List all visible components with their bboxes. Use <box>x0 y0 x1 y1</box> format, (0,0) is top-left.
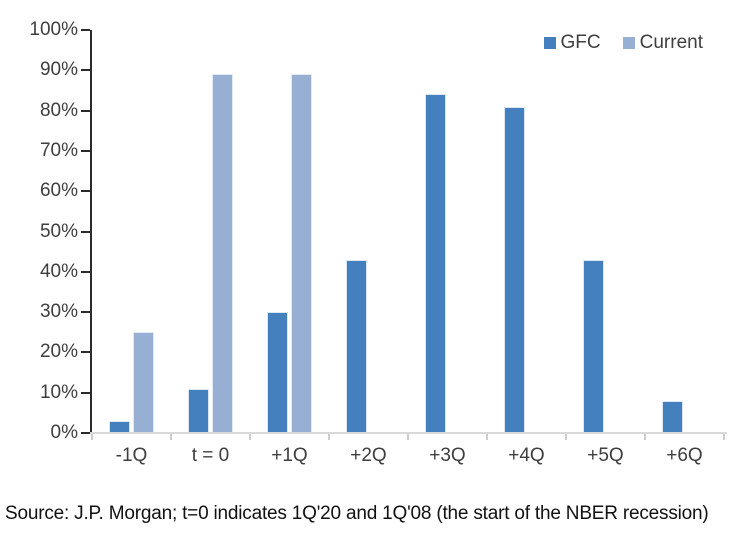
x-tick-label-6: +5Q <box>587 445 624 466</box>
category-slot-6 <box>566 30 645 433</box>
x-tick-label-2: +1Q <box>271 445 308 466</box>
bar-gfc-7 <box>662 400 683 433</box>
y-tick-50 <box>81 230 90 233</box>
current-legend-label: Current <box>639 32 703 53</box>
x-tick-6 <box>565 434 567 440</box>
plot-area <box>92 30 724 433</box>
y-tick-label-60: 60% <box>39 180 78 202</box>
x-tick-label-5: +4Q <box>508 445 545 466</box>
x-tick-5 <box>486 434 488 440</box>
y-tick-80 <box>81 109 90 112</box>
category-slot-2 <box>250 30 329 433</box>
x-tick-0 <box>91 434 93 440</box>
x-axis-labels: -1Q t = 0 +1Q +2Q +3Q +4Q +5Q +6Q <box>92 445 724 467</box>
y-tick-label-40: 40% <box>39 260 78 282</box>
x-axis-line <box>90 432 727 434</box>
x-tick-1 <box>170 434 172 440</box>
y-tick-label-10: 10% <box>39 381 78 403</box>
y-tick-0 <box>81 432 90 434</box>
y-tick-label-20: 20% <box>39 341 78 363</box>
bar-gfc-2 <box>267 312 288 433</box>
y-tick-30 <box>81 311 90 314</box>
bar-gfc-1 <box>188 388 209 433</box>
bar-gfc-0 <box>109 420 130 433</box>
x-tick-label-3: +2Q <box>350 445 387 466</box>
x-tick-label-4: +3Q <box>429 445 466 466</box>
x-tick-label-1: t = 0 <box>191 445 230 466</box>
y-tick-60 <box>81 190 90 193</box>
gfc-legend-label: GFC <box>560 32 601 53</box>
bar-current-1 <box>212 74 233 433</box>
category-slot-3 <box>329 30 408 433</box>
y-tick-20 <box>81 351 90 354</box>
x-tick-7 <box>644 434 646 440</box>
x-tick-label-0: -1Q <box>115 445 148 466</box>
bar-gfc-5 <box>504 106 525 433</box>
category-slot-5 <box>487 30 566 433</box>
bar-gfc-3 <box>346 259 367 433</box>
y-tick-label-30: 30% <box>39 301 78 323</box>
y-tick-label-90: 90% <box>39 59 78 81</box>
legend-item-gfc: GFC <box>543 32 601 54</box>
bar-gfc-4 <box>425 94 446 433</box>
bar-gfc-6 <box>583 259 604 433</box>
category-slot-0 <box>92 30 171 433</box>
bar-current-2 <box>291 74 312 433</box>
y-axis-line <box>90 30 92 434</box>
x-tick-3 <box>328 434 330 440</box>
legend-item-current: Current <box>622 32 703 54</box>
current-legend-swatch <box>622 37 635 49</box>
source-note: Source: J.P. Morgan; t=0 indicates 1Q'20… <box>5 503 709 524</box>
y-tick-label-0: 0% <box>50 422 78 443</box>
y-tick-90 <box>81 69 90 72</box>
y-tick-label-70: 70% <box>39 139 78 161</box>
x-tick-2 <box>249 434 251 440</box>
y-tick-70 <box>81 149 90 152</box>
category-slot-4 <box>408 30 487 433</box>
x-tick-4 <box>407 434 409 440</box>
x-tick-8 <box>723 434 725 440</box>
y-tick-label-50: 50% <box>39 220 78 242</box>
category-slot-7 <box>645 30 724 433</box>
chart-legend: GFC Current <box>543 32 703 54</box>
y-tick-40 <box>81 270 90 273</box>
category-slot-1 <box>171 30 250 433</box>
bar-current-0 <box>133 332 154 433</box>
y-tick-label-80: 80% <box>39 99 78 121</box>
y-tick-100 <box>81 29 90 31</box>
x-tick-label-7: +6Q <box>666 445 703 466</box>
y-tick-label-100: 100% <box>29 19 78 40</box>
gfc-legend-swatch <box>543 37 556 49</box>
y-tick-10 <box>81 391 90 394</box>
